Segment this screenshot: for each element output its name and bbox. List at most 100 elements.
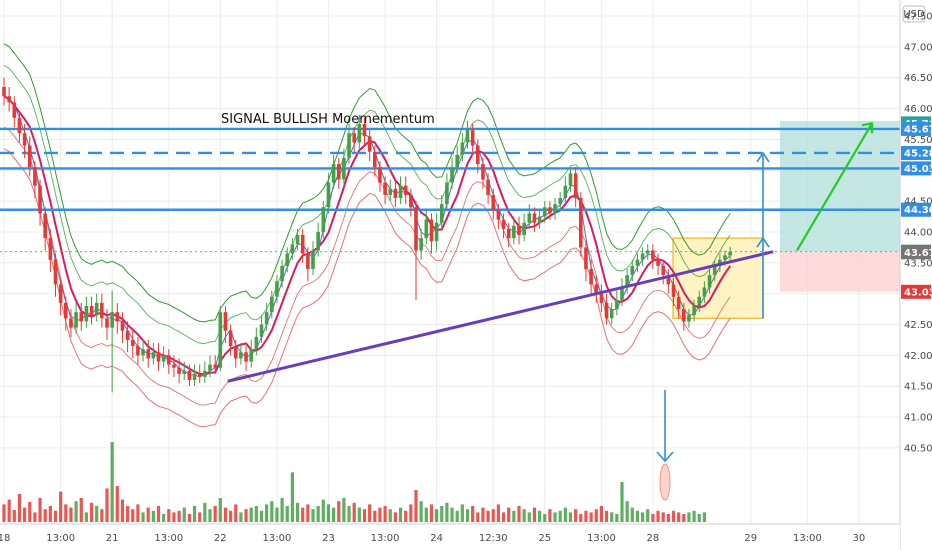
time-axis-background xyxy=(0,524,900,550)
x-tick-label: 13:00 xyxy=(263,533,292,544)
candle-body xyxy=(527,213,532,223)
volume-bar xyxy=(610,512,614,522)
y-tick-label: 41.00 xyxy=(904,413,932,424)
volume-bar xyxy=(357,507,361,522)
volume-bar xyxy=(110,442,114,522)
candle-body xyxy=(53,259,58,285)
candle-body xyxy=(161,355,166,362)
trendline xyxy=(227,250,774,383)
volume-bar xyxy=(249,507,253,522)
y-tick-label: 47.50 xyxy=(904,12,932,23)
volume-bar xyxy=(326,504,331,522)
volume-bar xyxy=(105,488,109,522)
candle-body xyxy=(506,228,511,239)
volume-bar xyxy=(450,507,454,522)
candle-body xyxy=(249,349,253,362)
candle-body xyxy=(270,296,274,313)
candle-body xyxy=(192,373,197,381)
volume-bar xyxy=(563,507,567,522)
candle-body xyxy=(146,349,150,359)
volume-bar xyxy=(666,514,670,522)
candle-body xyxy=(130,339,135,347)
volume-bar xyxy=(604,510,609,522)
candle-body xyxy=(542,207,547,217)
volume-bar xyxy=(115,486,119,522)
candle-body xyxy=(89,305,94,316)
candle-body xyxy=(445,182,449,205)
candle-body xyxy=(414,207,418,251)
volume-bar xyxy=(69,507,73,522)
candle-body xyxy=(661,265,665,276)
volume-bar xyxy=(43,509,47,522)
candle-body xyxy=(455,154,459,168)
volume-bar xyxy=(192,506,197,522)
candle-body xyxy=(2,86,6,97)
candle-body xyxy=(362,123,367,137)
volume-bar xyxy=(517,506,521,522)
target-zone xyxy=(780,120,900,252)
candle-body xyxy=(501,219,506,229)
candle-body xyxy=(311,250,315,269)
candle-body xyxy=(244,352,248,362)
candle-body xyxy=(367,136,372,152)
candle-body xyxy=(48,238,53,260)
volume-bar xyxy=(311,509,315,522)
volume-bar xyxy=(378,507,382,522)
candle-body xyxy=(38,185,42,214)
volume-bar xyxy=(393,512,397,522)
candle-body xyxy=(43,213,47,239)
candle-body xyxy=(182,370,187,374)
lower-inner-band xyxy=(3,126,731,406)
volume-bar xyxy=(486,510,490,522)
candle-body xyxy=(336,164,341,180)
volume-bar xyxy=(594,509,598,522)
candle-body xyxy=(295,235,300,245)
candle-body xyxy=(156,352,161,362)
volume-bar xyxy=(460,504,464,522)
candle-body xyxy=(378,167,382,183)
volume-bar xyxy=(208,509,212,522)
price-label-text: 45.28 xyxy=(904,148,932,159)
volume-bar xyxy=(373,510,377,522)
candle-body xyxy=(17,117,22,134)
candle-body xyxy=(697,296,702,306)
candle-body xyxy=(403,185,408,195)
candle-body xyxy=(568,173,573,186)
volume-bar xyxy=(321,499,325,522)
x-tick-label: 13:00 xyxy=(371,533,400,544)
x-tick-label: 22 xyxy=(214,533,227,544)
candle-body xyxy=(476,145,480,165)
volume-bar xyxy=(548,509,552,522)
volume-bar xyxy=(254,506,258,522)
candle-body xyxy=(27,145,32,168)
x-tick-label: 13:00 xyxy=(587,533,616,544)
candle-body xyxy=(393,188,398,199)
volume-bar xyxy=(527,512,531,522)
candle-body xyxy=(259,324,264,337)
price-label-badge xyxy=(901,202,931,217)
candle-body xyxy=(671,284,676,297)
volume-bar xyxy=(584,510,588,522)
y-tick-label: 46.50 xyxy=(904,73,932,84)
x-tick-label: 29 xyxy=(744,533,757,544)
volume-bar xyxy=(306,504,310,522)
volume-bar xyxy=(671,510,676,522)
volume-bar xyxy=(156,506,161,522)
candle-body xyxy=(352,133,356,143)
candle-body xyxy=(517,225,521,236)
volume-bar xyxy=(615,514,619,522)
candle-body xyxy=(728,251,732,256)
candle-body xyxy=(702,287,707,297)
volume-bar xyxy=(445,502,449,522)
candle-body xyxy=(233,346,238,359)
price-label-badge xyxy=(901,121,931,136)
candle-body xyxy=(604,302,609,319)
candle-body xyxy=(620,287,624,300)
candle-body xyxy=(64,302,68,319)
volume-bar xyxy=(38,498,42,522)
volume-bar xyxy=(404,510,408,522)
candle-body xyxy=(599,293,604,303)
candle-body xyxy=(563,185,568,199)
volume-bars xyxy=(2,442,706,522)
